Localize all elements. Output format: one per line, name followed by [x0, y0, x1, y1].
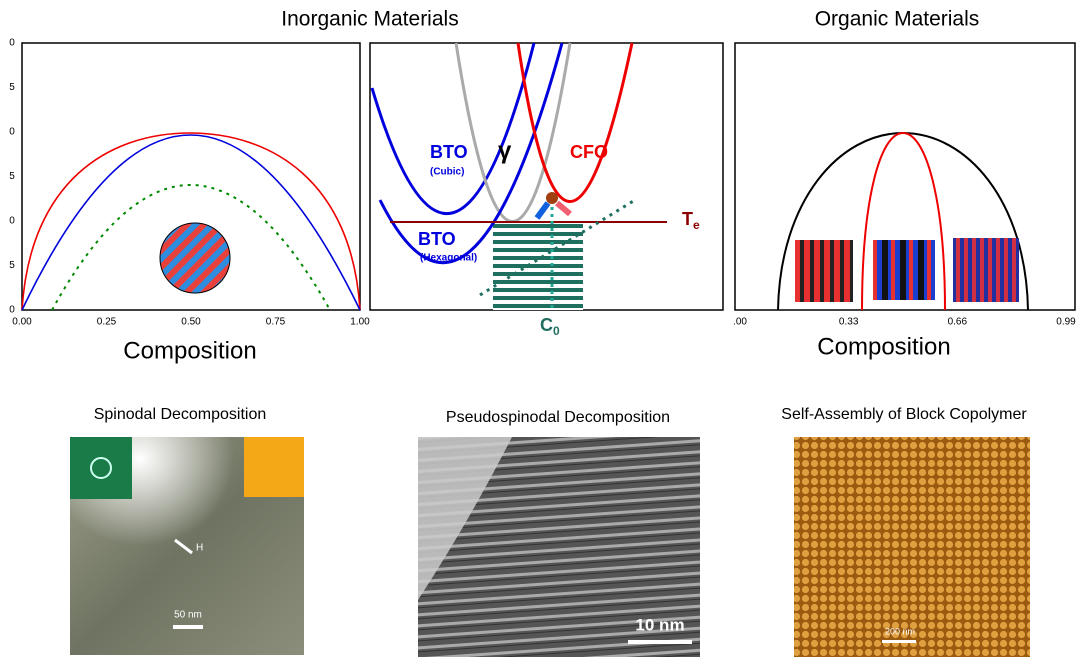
label: Te	[682, 209, 700, 232]
arrow	[555, 200, 572, 217]
subscript: e	[693, 218, 700, 232]
curve	[861, 131, 946, 311]
group-title: Organic Materials	[815, 8, 980, 31]
y-tick-label: 0	[9, 216, 15, 227]
cube	[953, 238, 1019, 302]
label: γ	[498, 137, 512, 164]
curve	[51, 184, 331, 311]
caption: Spinodal Decomposition	[94, 406, 267, 423]
micrograph	[794, 437, 1030, 657]
group-title: Inorganic Materials	[281, 8, 458, 31]
x-tick-label: 0.33	[839, 317, 859, 328]
arrow	[174, 538, 193, 555]
scale-bar	[628, 640, 692, 644]
caption: Pseudospinodal Decomposition	[446, 409, 670, 426]
cube	[795, 240, 853, 302]
y-tick-label: 5	[9, 82, 15, 93]
scale-label: 50 nm	[174, 610, 202, 621]
point	[546, 192, 558, 204]
label: BTO	[430, 142, 468, 162]
x-tick-label: 0.75	[266, 317, 286, 328]
x-tick-label: 0.66	[948, 317, 968, 328]
striped-circle	[159, 222, 231, 294]
curve	[21, 134, 361, 311]
x-tick-label: 0.00	[12, 317, 32, 328]
curve	[21, 132, 361, 311]
y-tick-label: 0	[9, 305, 15, 316]
y-tick-label: 0	[9, 38, 15, 49]
caption: Self-Assembly of Block Copolymer	[781, 406, 1027, 423]
label-text: T	[682, 209, 693, 229]
scale-bar	[882, 640, 916, 643]
inset	[244, 437, 304, 497]
tangent	[479, 198, 636, 297]
inset	[70, 437, 132, 499]
label: (Hexagonal)	[420, 253, 477, 264]
x-tick-label: 1.00	[350, 317, 370, 328]
axis-label: Composition	[817, 333, 950, 360]
subscript: 0	[553, 324, 560, 338]
label: BTO	[418, 229, 456, 249]
label: H	[196, 543, 203, 554]
y-tick-label: 5	[9, 260, 15, 271]
x-tick-label: .00	[733, 317, 747, 328]
scale-bar	[173, 625, 203, 629]
curve	[370, 42, 536, 216]
ring	[90, 457, 112, 479]
x-tick-label: 0.50	[181, 317, 201, 328]
curve	[516, 42, 634, 203]
y-tick-label: 5	[9, 171, 15, 182]
x-tick-label: 0.99	[1056, 317, 1076, 328]
panel-frame	[21, 42, 361, 311]
label-text: C	[540, 315, 553, 335]
cube	[873, 240, 935, 300]
y-tick-label: 0	[9, 127, 15, 138]
micrograph-shade	[418, 437, 512, 600]
hatched-region	[493, 222, 583, 310]
label: CFO	[570, 142, 608, 162]
curve	[378, 42, 564, 265]
axis-label: Composition	[123, 337, 256, 364]
label: (Cubic)	[430, 167, 464, 178]
label: C0	[540, 315, 560, 338]
scale-label: 200 nm	[885, 626, 915, 636]
panel-frame	[734, 42, 1076, 311]
x-tick-label: 0.25	[97, 317, 117, 328]
scale-label: 10 nm	[635, 615, 684, 634]
arrow	[534, 201, 551, 220]
